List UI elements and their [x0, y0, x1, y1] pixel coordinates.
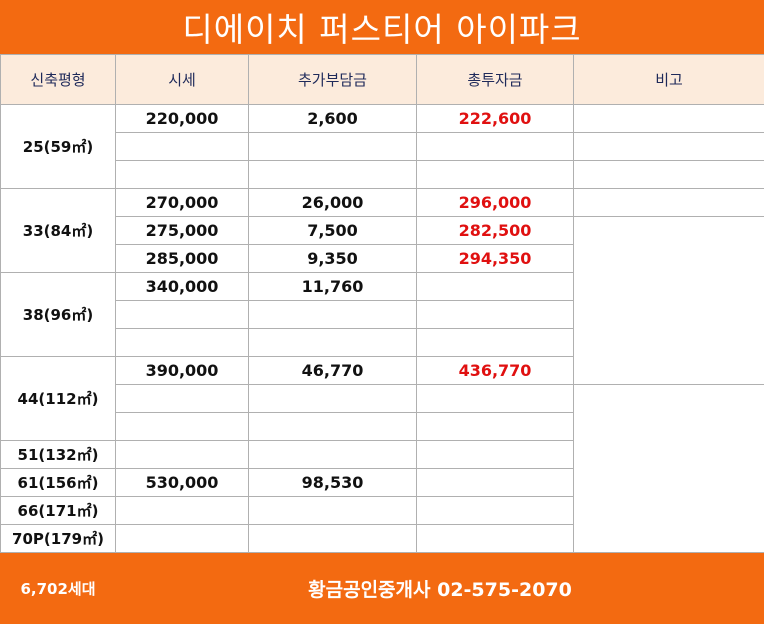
table-row: 25(59㎡) 220,000 2,600 222,600	[0, 104, 764, 189]
total-cell: 282,500	[416, 216, 574, 245]
total-cell	[416, 412, 574, 441]
total-cell	[416, 132, 574, 161]
table-row	[1, 328, 764, 357]
extra-cell	[248, 524, 417, 553]
table-row: 38(96㎡) 340,000 11,760	[0, 272, 764, 357]
total-cell	[416, 272, 574, 301]
extra-cell: 26,000	[248, 188, 417, 217]
extra-cell	[248, 440, 417, 469]
extra-cell: 7,500	[248, 216, 417, 245]
extra-cell	[248, 328, 417, 357]
table-row: 275,000 7,500 282,500	[1, 216, 764, 385]
price-cell	[115, 496, 249, 525]
column-header-extra: 추가부담금	[248, 54, 417, 105]
price-table: 신축평형 시세 추가부담금 총투자금 비고 25(59㎡) 220,000 2,…	[0, 54, 764, 624]
price-cell	[115, 328, 249, 357]
total-cell	[416, 384, 574, 413]
total-cell	[416, 328, 574, 357]
total-cell	[416, 468, 574, 497]
table-row: 285,000 9,350 294,350	[1, 244, 764, 273]
table-row	[1, 132, 764, 161]
total-cell: 436,770	[416, 356, 574, 385]
table-row: 51(132㎡)	[0, 440, 764, 469]
total-cell: 294,350	[416, 244, 574, 273]
unit-type-cell: 51(132㎡)	[0, 440, 116, 469]
extra-cell: 98,530	[248, 468, 417, 497]
unit-type-cell: 44(112㎡)	[0, 356, 116, 441]
table-row: 44(112㎡) 390,000 46,770 436,770	[0, 356, 764, 441]
table-row	[1, 384, 764, 553]
total-cell: 296,000	[416, 188, 574, 217]
total-cell: 222,600	[416, 104, 574, 133]
household-count: 6,702세대	[0, 552, 116, 624]
price-cell: 285,000	[115, 244, 249, 273]
extra-cell	[248, 384, 417, 413]
total-cell	[416, 160, 574, 189]
extra-cell: 46,770	[248, 356, 417, 385]
extra-cell: 9,350	[248, 244, 417, 273]
total-cell	[416, 524, 574, 553]
note-cell	[573, 104, 764, 133]
table-row	[1, 160, 764, 189]
column-header-type: 신축평형	[0, 54, 116, 105]
table-row: 66(171㎡)	[0, 496, 764, 525]
price-cell	[115, 132, 249, 161]
table-row	[1, 412, 764, 441]
unit-type-cell: 61(156㎡)	[0, 468, 116, 497]
price-cell	[115, 384, 249, 413]
price-cell: 270,000	[115, 188, 249, 217]
extra-cell	[248, 412, 417, 441]
price-cell: 530,000	[115, 468, 249, 497]
note-cell	[573, 216, 764, 385]
column-header-note: 비고	[573, 54, 764, 105]
column-header-price: 시세	[115, 54, 249, 105]
extra-cell	[248, 132, 417, 161]
note-cell	[573, 384, 764, 553]
price-cell	[115, 412, 249, 441]
price-cell: 220,000	[115, 104, 249, 133]
footer-row: 6,702세대 황금공인중개사 02-575-2070	[0, 552, 764, 624]
column-header-total: 총투자금	[416, 54, 574, 105]
price-cell	[115, 300, 249, 329]
unit-type-cell: 70P(179㎡)	[0, 524, 116, 553]
note-cell	[573, 188, 764, 217]
total-cell	[416, 300, 574, 329]
extra-cell: 11,760	[248, 272, 417, 301]
table-row	[1, 300, 764, 329]
extra-cell	[248, 496, 417, 525]
total-cell	[416, 496, 574, 525]
price-cell	[115, 440, 249, 469]
note-cell	[573, 132, 764, 161]
table-header: 신축평형 시세 추가부담금 총투자금 비고	[0, 54, 764, 105]
unit-type-cell: 66(171㎡)	[0, 496, 116, 525]
note-cell	[573, 160, 764, 189]
page-title: 디에이치 퍼스티어 아이파크	[0, 0, 764, 54]
price-cell: 390,000	[115, 356, 249, 385]
price-cell	[115, 524, 249, 553]
extra-cell	[248, 300, 417, 329]
table-row: 33(84㎡) 270,000 26,000 296,000	[0, 188, 764, 273]
extra-cell: 2,600	[248, 104, 417, 133]
unit-type-cell: 38(96㎡)	[0, 272, 116, 357]
unit-type-cell: 33(84㎡)	[0, 188, 116, 273]
table-row: 70P(179㎡)	[0, 524, 764, 553]
price-cell: 340,000	[115, 272, 249, 301]
price-cell	[115, 160, 249, 189]
extra-cell	[248, 160, 417, 189]
total-cell	[416, 440, 574, 469]
price-cell: 275,000	[115, 216, 249, 245]
unit-type-cell: 25(59㎡)	[0, 104, 116, 189]
agent-contact: 황금공인중개사 02-575-2070	[115, 552, 764, 624]
